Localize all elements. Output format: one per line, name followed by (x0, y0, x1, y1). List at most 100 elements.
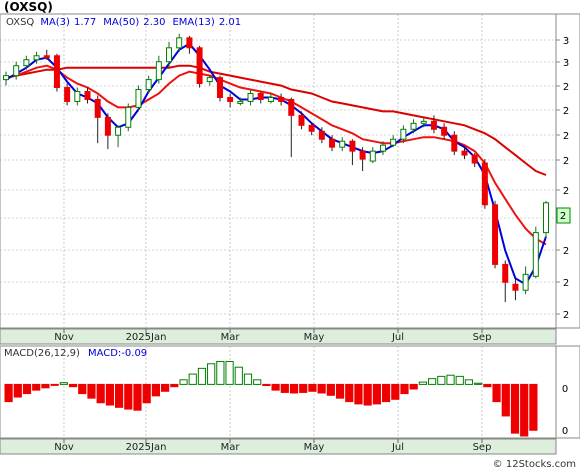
macd-bar-negative (13, 383, 22, 398)
candle-down (94, 98, 101, 118)
macd-bar-negative (22, 383, 32, 395)
macd-value-label: MACD:-0.09 (88, 348, 147, 359)
macd-bar-positive (437, 375, 446, 385)
macd-bar-negative (271, 383, 280, 391)
macd-bar-negative (372, 383, 381, 405)
candle-up (166, 47, 173, 63)
macd-bar-negative (4, 383, 13, 403)
x-axis-label: Sep (473, 442, 492, 453)
macd-bar-positive (253, 379, 262, 385)
candle-down (492, 204, 499, 265)
candle-up (13, 65, 20, 77)
macd-label: MACD(26,12,9) (4, 348, 80, 359)
price-legend: OXSQ MA(3) 1.77 MA(50) 2.30 EMA(13) 2.01 (6, 17, 241, 28)
macd-bar-negative (317, 383, 326, 394)
candle-down (227, 96, 234, 102)
macd-bar-negative (483, 383, 492, 388)
candle-up (247, 93, 254, 102)
macd-y-tick-label-zero-upper: 0 (562, 384, 568, 395)
candle-down (186, 37, 193, 49)
x-axis-labels-macd: Nov 2025Jan Mar May Jul Sep (54, 439, 491, 453)
macd-bar-negative (520, 383, 529, 437)
candle-up (33, 55, 40, 61)
candle-up (410, 122, 417, 130)
candle-down (196, 47, 203, 85)
candle-up (135, 89, 142, 108)
macd-bar-positive (234, 366, 243, 385)
macd-bar-positive (243, 373, 253, 385)
macd-bar-negative (105, 383, 114, 406)
x-axis-label: Nov (54, 332, 74, 343)
price-y-tick-label: 2 (563, 186, 569, 197)
x-axis-band-macd (0, 438, 557, 455)
macd-bar-negative (133, 383, 142, 411)
price-y-tick-label: 2 (563, 131, 569, 142)
macd-bar-negative (41, 383, 50, 389)
candle-down (53, 55, 60, 89)
legend-ma-short: MA(3) (40, 17, 70, 28)
macd-bar-negative (510, 383, 520, 434)
candle-up (23, 59, 30, 67)
legend-ma-long: MA(50) (103, 17, 139, 28)
candle-down (298, 114, 305, 126)
macd-bar-positive (207, 363, 216, 385)
macd-bar-negative (492, 383, 501, 403)
price-panel (0, 13, 557, 329)
price-y-tick-label: 2 (563, 156, 569, 167)
legend-symbol: OXSQ (6, 17, 34, 28)
macd-bar-negative (68, 383, 78, 388)
x-axis-label: Mar (221, 442, 241, 453)
candle-down (308, 124, 315, 132)
price-y-tick-label: 2 (563, 310, 569, 321)
macd-bar-negative (124, 383, 133, 410)
candle-down (502, 263, 509, 283)
candle-up (3, 75, 9, 81)
candle-up (125, 106, 132, 128)
x-axis-label: Nov (54, 442, 74, 453)
macd-bar-positive (446, 374, 455, 385)
x-axis-label: Sep (473, 332, 492, 343)
x-axis-label: Mar (221, 332, 241, 343)
candle-down (441, 126, 448, 136)
candle-down (471, 154, 478, 164)
macd-bar-positive (418, 381, 428, 385)
macd-bar-negative (151, 383, 161, 397)
macd-histogram (4, 360, 538, 437)
macd-bar-negative (96, 383, 105, 404)
macd-bar-positive (474, 382, 483, 385)
candle-down (104, 116, 111, 136)
candle-down (64, 87, 71, 102)
macd-bar-positive (428, 378, 437, 385)
candle-up (420, 120, 427, 124)
candle-down (451, 134, 458, 152)
candle-down (43, 55, 50, 59)
macd-bar-negative (391, 383, 400, 400)
candle-down (318, 130, 325, 140)
macd-legend: MACD(26,12,9) MACD:-0.09 (4, 348, 147, 359)
macd-bar-negative (363, 383, 372, 406)
candle-up (237, 100, 244, 104)
macd-bar-negative (142, 383, 151, 404)
x-axis-label: Jul (391, 332, 404, 343)
candle-up (532, 232, 539, 277)
candle-up (267, 96, 274, 102)
legend-ma-long-value: 2.30 (143, 17, 165, 28)
macd-bar-negative (335, 383, 345, 399)
macd-bar-negative (299, 383, 308, 393)
candle-up (206, 77, 213, 83)
x-axis-label: 2025Jan (126, 442, 167, 453)
price-y-tick-label: 2 (563, 278, 569, 289)
x-axis-band-price (0, 328, 557, 345)
candle-up (74, 91, 81, 102)
candle-up (390, 138, 397, 146)
candle-up (145, 79, 152, 91)
macd-bar-negative (289, 383, 299, 394)
candle-up (176, 37, 183, 49)
candle-up (115, 126, 122, 136)
candle-up (339, 140, 346, 148)
macd-bar-positive (188, 373, 197, 385)
macd-bar-negative (114, 383, 124, 408)
macd-bar-negative (262, 383, 271, 387)
macd-bar-negative (280, 383, 289, 393)
